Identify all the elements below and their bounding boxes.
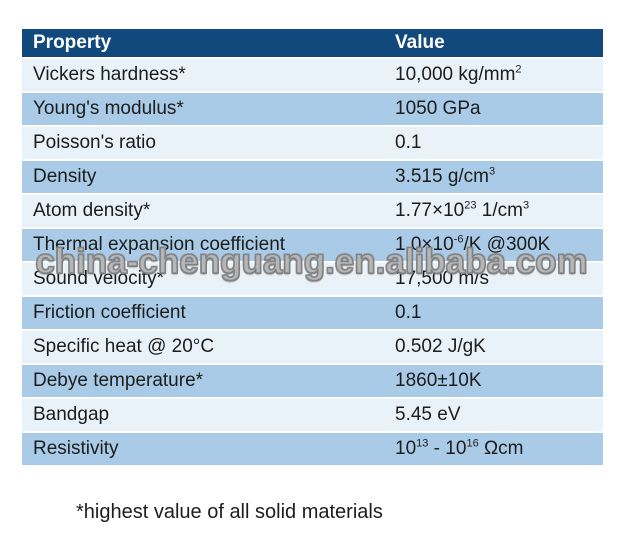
value-cell: 0.1: [395, 302, 422, 323]
value-cell: 17,500 m/s: [395, 268, 489, 289]
table-row: Debye temperature* 1860±10K: [22, 365, 603, 399]
value-cell: 1050 GPa: [395, 98, 481, 119]
value-cell: 1860±10K: [395, 370, 482, 391]
column-header-property: Property: [33, 32, 112, 53]
property-cell: Vickers hardness*: [33, 64, 186, 85]
value-cell: 3.515 g/cm3: [395, 165, 496, 187]
value-cell: 10,000 kg/mm2: [395, 63, 522, 85]
property-cell: Debye temperature*: [33, 370, 204, 391]
property-cell: Poisson's ratio: [33, 132, 156, 153]
value-cell: 1.0×10-6/K @300K: [395, 233, 551, 255]
property-cell: Sound velocity*: [33, 268, 164, 289]
property-cell: Bandgap: [33, 404, 110, 425]
watermark: china-chenguang.en.alibaba.com: [35, 241, 589, 282]
table-header-row: Property Value: [22, 29, 603, 59]
table-body: Vickers hardness* 10,000 kg/mm2 Young's mo…: [22, 59, 603, 467]
table-row: Density 3.515 g/cm3: [22, 161, 603, 195]
value-cell: 0.502 J/gK: [395, 336, 486, 357]
table-row: Thermal expansion coefficient 1.0×10-6/K …: [22, 229, 603, 263]
property-cell: Young's modulus*: [33, 98, 184, 119]
properties-table: Property Value Vickers hardness* 10,000 k…: [22, 29, 603, 467]
table-row: Vickers hardness* 10,000 kg/mm2: [22, 59, 603, 93]
table-row: Specific heat @ 20°C 0.502 J/gK: [22, 331, 603, 365]
property-cell: Thermal expansion coefficient: [33, 234, 286, 255]
property-cell: Resistivity: [33, 438, 119, 459]
value-cell: 1013 - 1016 Ωcm: [395, 437, 524, 459]
table-row: Young's modulus* 1050 GPa: [22, 93, 603, 127]
table-row: Friction coefficient 0.1: [22, 297, 603, 331]
column-header-value: Value: [395, 32, 445, 53]
value-cell: 1.77×1023 1/cm3: [395, 199, 530, 221]
table-row: Poisson's ratio 0.1: [22, 127, 603, 161]
property-cell: Specific heat @ 20°C: [33, 336, 215, 357]
footnote: *highest value of all solid materials: [76, 501, 383, 523]
table-row: Atom density* 1.77×1023 1/cm3: [22, 195, 603, 229]
value-cell: 5.45 eV: [395, 404, 461, 425]
table-row: Sound velocity* 17,500 m/s: [22, 263, 603, 297]
property-cell: Density: [33, 166, 97, 187]
property-cell: Friction coefficient: [33, 302, 186, 323]
value-cell: 0.1: [395, 132, 422, 153]
property-cell: Atom density*: [33, 200, 151, 221]
table-row: Resistivity 1013 - 1016 Ωcm: [22, 433, 603, 467]
table-row: Bandgap 5.45 eV: [22, 399, 603, 433]
